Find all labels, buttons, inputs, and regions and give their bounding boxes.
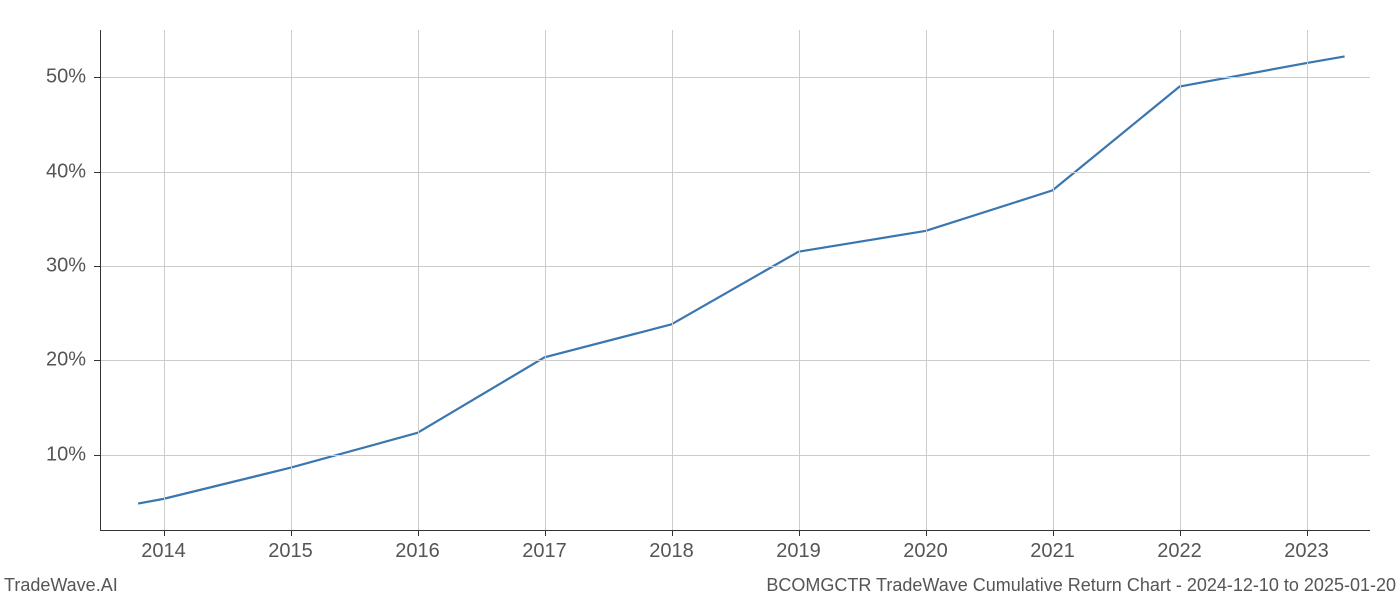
y-tick-label: 40%: [46, 160, 86, 183]
y-tick-label: 30%: [46, 254, 86, 277]
grid-line-horizontal: [100, 77, 1370, 78]
x-tick-label: 2022: [1157, 540, 1202, 563]
y-axis-spine: [100, 30, 101, 530]
grid-line-horizontal: [100, 360, 1370, 361]
grid-line-horizontal: [100, 455, 1370, 456]
x-tick-label: 2017: [522, 540, 567, 563]
y-tick-label: 20%: [46, 349, 86, 372]
x-tick-label: 2019: [776, 540, 821, 563]
plot-area: 2014201520162017201820192020202120222023…: [100, 30, 1370, 530]
y-tick-label: 10%: [46, 443, 86, 466]
x-tick-label: 2021: [1030, 540, 1075, 563]
data-series-line: [138, 56, 1345, 503]
grid-line-horizontal: [100, 266, 1370, 267]
x-tick-label: 2014: [141, 540, 186, 563]
footer-right-text: BCOMGCTR TradeWave Cumulative Return Cha…: [766, 575, 1396, 596]
x-tick-label: 2023: [1284, 540, 1329, 563]
footer-left-text: TradeWave.AI: [4, 575, 118, 596]
grid-line-horizontal: [100, 172, 1370, 173]
y-tick-label: 50%: [46, 66, 86, 89]
x-axis-spine: [100, 530, 1370, 531]
x-tick-label: 2015: [268, 540, 313, 563]
x-tick-label: 2018: [649, 540, 694, 563]
chart-container: 2014 2015 2016 2017 2018 2019 2020 2021 2022 2023…: [0, 0, 1400, 600]
x-tick-label: 2016: [395, 540, 440, 563]
x-tick-label: 2020: [903, 540, 948, 563]
